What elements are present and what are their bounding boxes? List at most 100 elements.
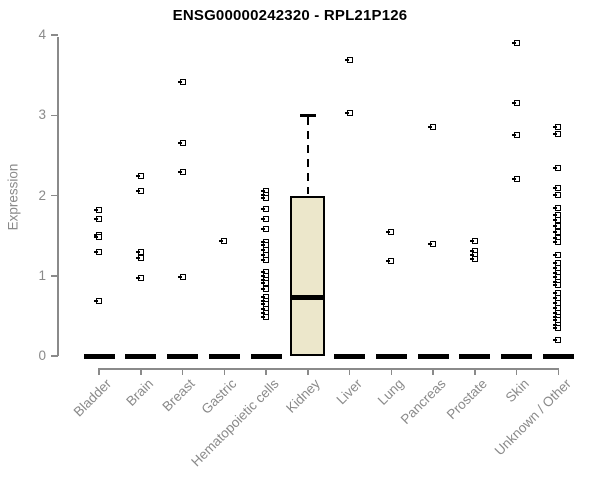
data-point: [511, 100, 520, 107]
data-point: [428, 241, 436, 248]
boxplot-zero-bar: [250, 353, 282, 359]
x-category-label: Bladder: [71, 376, 115, 420]
data-point: [386, 257, 395, 264]
y-axis-tick: [51, 34, 58, 36]
y-tick-label: 1: [38, 267, 46, 283]
x-axis-tick: [432, 368, 434, 375]
data-point: [261, 215, 269, 222]
boxplot-zero-bar: [542, 353, 574, 359]
data-point: [135, 188, 144, 195]
x-category-label: Lung: [375, 376, 407, 408]
x-axis-tick: [265, 368, 267, 375]
x-axis-tick: [98, 368, 100, 375]
x-axis-tick: [390, 368, 392, 375]
x-axis-tick: [223, 368, 225, 375]
data-point: [94, 206, 102, 213]
data-point: [428, 124, 436, 131]
data-point: [177, 169, 186, 176]
data-point: [177, 140, 186, 147]
data-point: [553, 324, 562, 331]
boxplot-zero-bar: [417, 353, 449, 359]
data-point: [553, 282, 562, 289]
boxplot-zero-bar: [501, 353, 532, 359]
data-point: [261, 313, 269, 320]
boxplot-zero-bar: [83, 353, 115, 359]
data-point: [469, 255, 478, 262]
data-point: [135, 249, 144, 256]
data-point: [261, 226, 269, 233]
boxplot-box: [290, 195, 326, 356]
x-axis-tick: [348, 368, 351, 375]
data-point: [261, 300, 269, 307]
data-point: [135, 255, 144, 262]
chart-title: ENSG00000242320 - RPL21P126: [172, 7, 408, 24]
boxplot-zero-bar: [208, 353, 240, 359]
boxplot-whisker: [306, 117, 309, 194]
x-category-label: Gastric: [199, 376, 240, 417]
x-category-label: Unknown / Other: [491, 376, 574, 459]
data-point: [553, 239, 562, 246]
data-point: [261, 286, 269, 293]
data-point: [94, 248, 102, 255]
data-point: [386, 228, 395, 235]
y-axis-tick: [51, 194, 58, 197]
y-axis-line: [57, 37, 59, 356]
data-point: [553, 217, 562, 224]
boxplot-zero-bar: [334, 353, 365, 359]
data-point: [261, 194, 269, 201]
data-point: [261, 279, 269, 286]
data-point: [469, 238, 478, 245]
data-point: [511, 175, 520, 182]
boxplot-zero-bar: [125, 353, 157, 359]
data-point: [94, 298, 102, 305]
x-axis-tick: [181, 368, 184, 375]
data-point: [553, 204, 562, 211]
x-axis-tick: [307, 368, 309, 375]
x-category-label: Brain: [123, 376, 157, 409]
boxplot-zero-bar: [459, 353, 491, 359]
data-point: [344, 109, 353, 116]
data-point: [135, 173, 144, 180]
data-point: [344, 56, 353, 63]
data-point: [177, 274, 186, 281]
boxplot-median: [290, 294, 326, 300]
y-axis-tick: [51, 275, 58, 277]
x-axis-tick: [474, 368, 476, 375]
x-category-label: Liver: [333, 376, 366, 408]
data-point: [553, 130, 562, 137]
x-axis-line: [98, 368, 559, 370]
boxplot-whisker-cap: [299, 114, 316, 117]
y-tick-label: 0: [38, 348, 46, 363]
data-point: [553, 211, 562, 218]
x-axis-tick: [515, 368, 518, 375]
data-point: [553, 251, 562, 258]
x-axis-tick: [140, 368, 142, 375]
y-axis-tick: [51, 114, 58, 116]
data-point: [261, 206, 269, 213]
y-tick-label: 2: [38, 187, 46, 203]
x-category-label: Kidney: [283, 376, 324, 416]
y-axis-tick: [51, 355, 58, 357]
x-category-label: Breast: [159, 376, 199, 415]
data-point: [553, 185, 562, 192]
data-point: [219, 238, 228, 245]
data-point: [511, 40, 520, 47]
x-axis-tick: [557, 368, 559, 375]
boxplot-zero-bar: [375, 353, 407, 359]
data-point: [553, 165, 562, 172]
data-point: [135, 275, 144, 282]
data-point: [553, 124, 562, 131]
data-point: [94, 234, 102, 241]
data-point: [261, 256, 269, 263]
data-point: [177, 79, 186, 86]
data-point: [553, 191, 562, 198]
x-category-label: Prostate: [444, 376, 491, 423]
x-category-label: Pancreas: [397, 376, 449, 427]
y-tick-label: 4: [38, 27, 46, 42]
data-point: [94, 215, 102, 222]
data-point: [553, 222, 562, 229]
data-point: [511, 131, 520, 138]
y-tick-label: 3: [38, 107, 46, 123]
x-category-label: Skin: [502, 376, 533, 406]
